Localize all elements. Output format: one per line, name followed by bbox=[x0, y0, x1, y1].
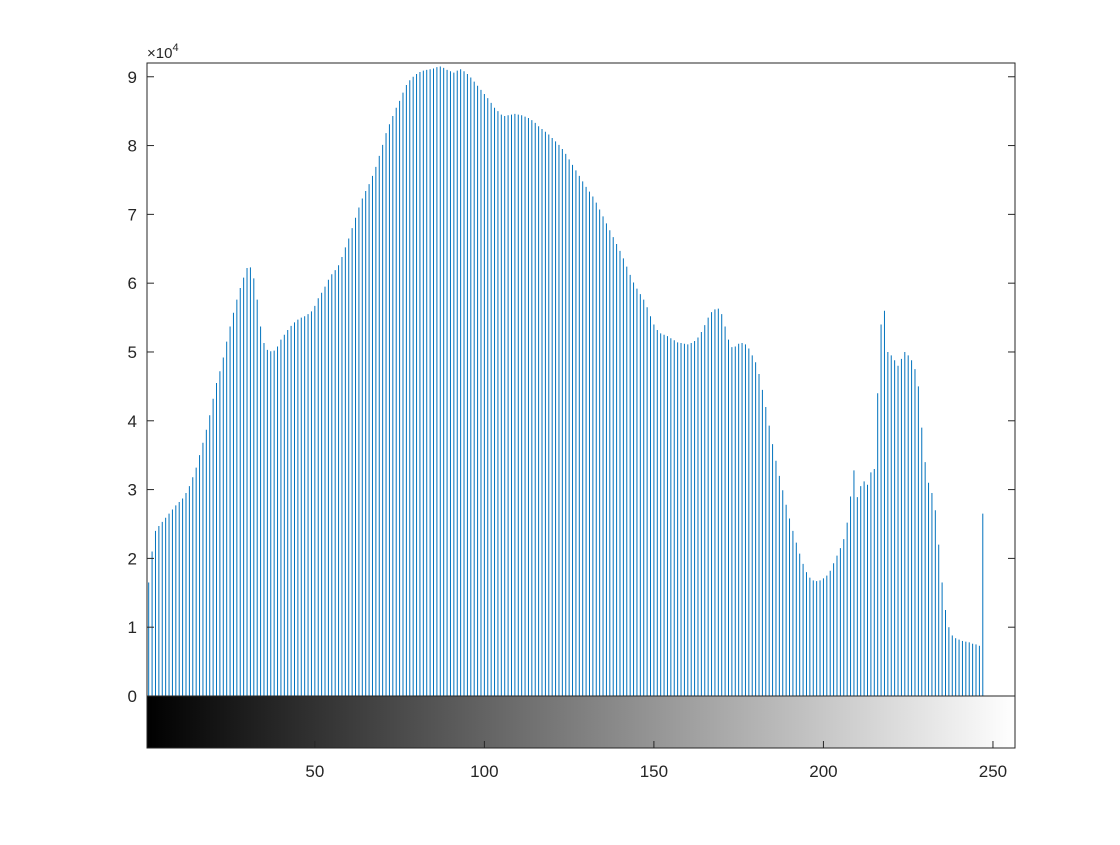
y-tick-label: 3 bbox=[128, 481, 137, 500]
y-tick-label: 2 bbox=[128, 549, 137, 568]
y-exponent-power: 4 bbox=[172, 42, 178, 54]
histogram-bars bbox=[148, 66, 984, 696]
y-tick-label: 9 bbox=[128, 68, 137, 87]
x-axis: 50 100 150 200 250 bbox=[305, 741, 1007, 781]
y-tick-label: 5 bbox=[128, 343, 137, 362]
colorbar-gradient bbox=[147, 696, 1015, 748]
x-tick-label: 100 bbox=[470, 762, 498, 781]
x-tick-label: 50 bbox=[305, 762, 324, 781]
y-tick-label: 1 bbox=[128, 618, 137, 637]
y-tick-label: 0 bbox=[128, 687, 137, 706]
x-tick-label: 250 bbox=[979, 762, 1007, 781]
y-exponent-label: ×104 bbox=[147, 42, 179, 62]
colorbar-frame bbox=[146, 695, 1016, 749]
y-tick-label: 4 bbox=[128, 412, 137, 431]
x-tick-label: 150 bbox=[640, 762, 668, 781]
grayscale-colorbar bbox=[146, 695, 1016, 749]
plot-area bbox=[147, 63, 1015, 696]
y-tick-label: 7 bbox=[128, 205, 137, 224]
y-tick-label: 6 bbox=[128, 274, 137, 293]
x-tick-label: 200 bbox=[809, 762, 837, 781]
y-exponent-base: ×10 bbox=[147, 45, 172, 62]
y-tick-label: 8 bbox=[128, 137, 137, 156]
